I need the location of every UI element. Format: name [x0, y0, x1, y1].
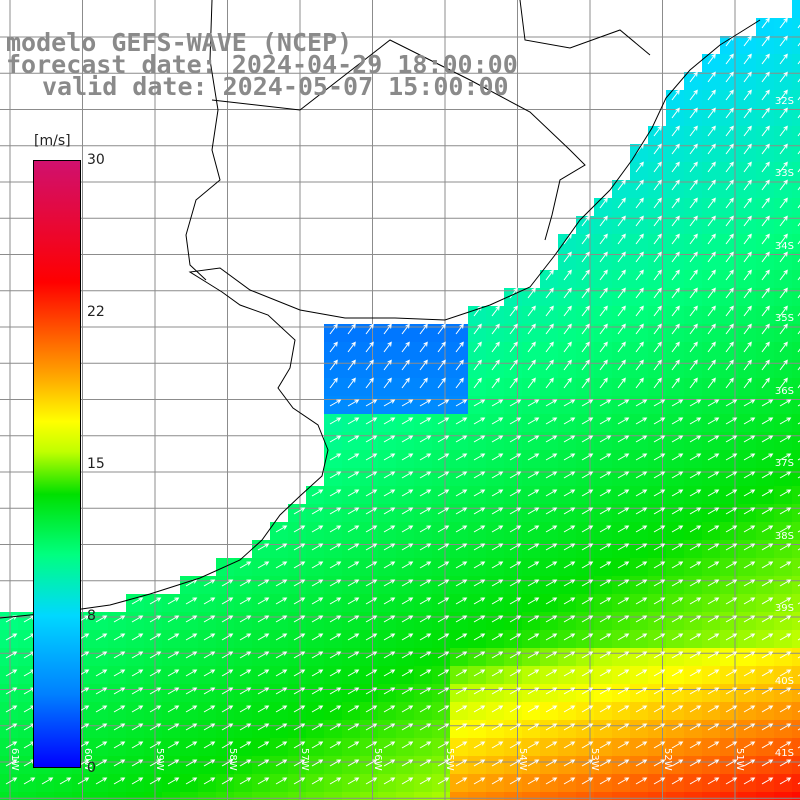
scale-tick-label: 15 [87, 456, 105, 472]
scale-tick-label: 22 [87, 304, 105, 320]
lon-label: 56W [372, 748, 383, 771]
lon-label: 54W [517, 748, 528, 771]
lon-label: 57W [299, 748, 310, 771]
lat-label: 41S [774, 748, 794, 759]
lon-label: 51W [734, 748, 745, 771]
country-border [211, 39, 586, 241]
country-border [185, 0, 221, 281]
lat-label: 38S [774, 531, 794, 542]
lon-label: 55W [444, 748, 455, 771]
lon-label: 53W [589, 748, 600, 771]
legend-unit: [m/s] [34, 133, 71, 149]
scale-tick-label: 30 [87, 152, 105, 168]
lon-label: 61W [9, 748, 20, 771]
country-border [519, 0, 651, 56]
lat-label: 36S [774, 386, 794, 397]
lat-label: 37S [774, 458, 794, 469]
lon-label: 59W [154, 748, 165, 771]
wind-vectors [5, 17, 800, 785]
model-title: modelo GEFS-WAVE (NCEP) [6, 28, 353, 57]
lat-label: 32S [774, 96, 794, 107]
lon-label: 52W [662, 748, 673, 771]
valid-date: valid date: 2024-05-07 15:00:00 [42, 72, 509, 101]
lat-label: 39S [774, 603, 794, 614]
lat-label: 35S [774, 313, 794, 324]
lat-label: 33S [774, 168, 794, 179]
lon-label: 58W [227, 748, 238, 771]
coastline [0, 19, 761, 619]
scale-tick-label: 0 [87, 760, 96, 776]
lat-label: 34S [774, 241, 794, 252]
scale-tick-label: 8 [87, 608, 96, 624]
lat-label: 40S [774, 676, 794, 687]
color-scale-bar [33, 160, 81, 768]
forecast-date: forecast date: 2024-04-29 18:00:00 [6, 50, 518, 79]
